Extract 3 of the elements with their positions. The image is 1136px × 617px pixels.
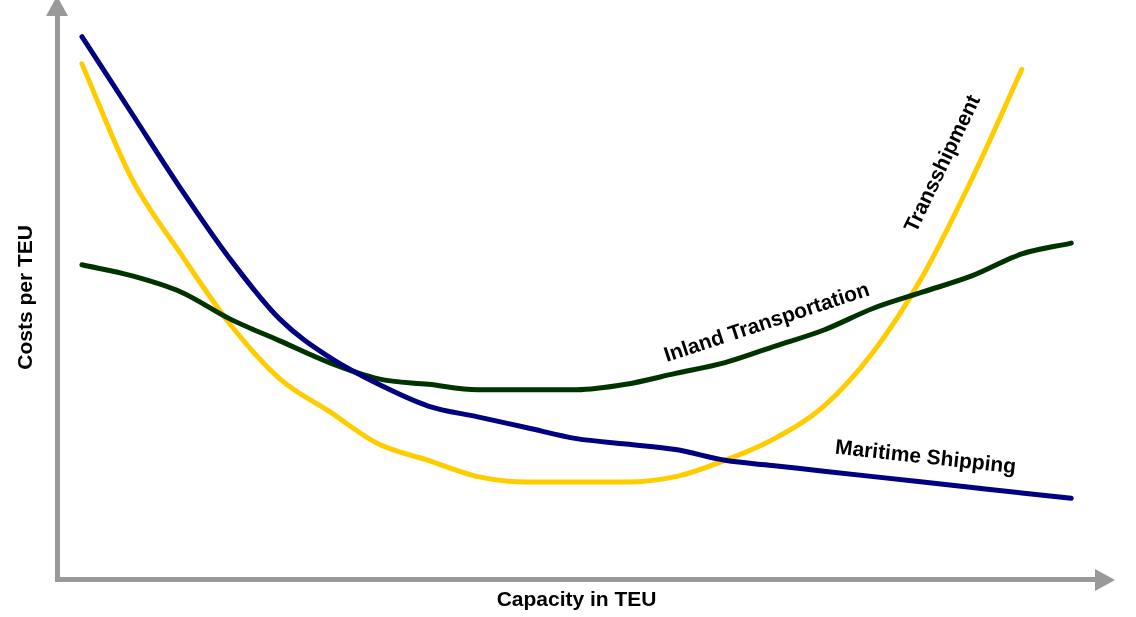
text: Maritime Shipping <box>834 434 1018 478</box>
y-axis-title: Costs per TEU <box>13 225 37 370</box>
x-axis-title: Capacity in TEU <box>496 587 657 611</box>
